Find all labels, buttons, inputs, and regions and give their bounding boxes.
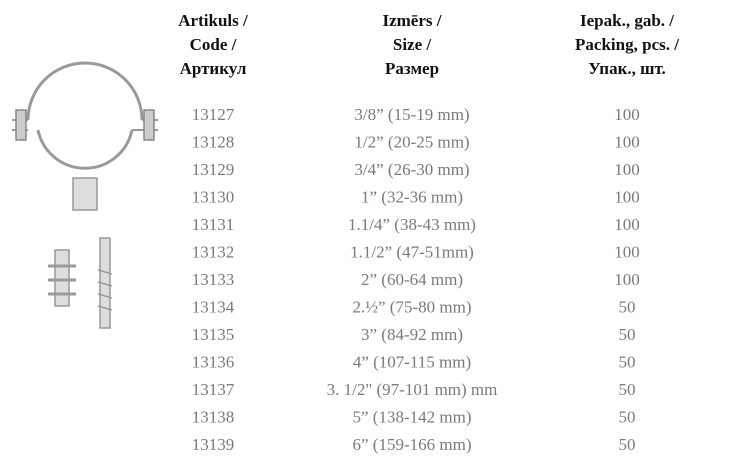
- cell-text: 50: [619, 325, 636, 344]
- anchor-image: [48, 237, 113, 329]
- cell-text: 2.½” (75-80 mm): [353, 297, 472, 316]
- header-text: Артикул: [180, 59, 247, 78]
- cell-text: 50: [619, 407, 636, 426]
- cell-text: 13127: [192, 105, 235, 124]
- cell-text: 3/4” (26-30 mm): [354, 160, 469, 179]
- cell-text: 13132: [192, 242, 235, 261]
- header-text: Izmērs /: [382, 11, 441, 30]
- cell-text: 1” (32-36 mm): [361, 187, 463, 206]
- cell-text: 2” (60-64 mm): [361, 270, 463, 289]
- cell-text: 13137: [192, 380, 235, 399]
- cell-text: 13130: [192, 187, 235, 206]
- cell-text: 1.1/4” (38-43 mm): [348, 215, 476, 234]
- cell-text: 3” (84-92 mm): [361, 325, 463, 344]
- header-text: Размер: [385, 59, 439, 78]
- cell-text: 1/2” (20-25 mm): [354, 132, 469, 151]
- cell-text: 13136: [192, 352, 235, 371]
- cell-text: 100: [614, 160, 640, 179]
- header-text: Packing, pcs. /: [575, 35, 679, 54]
- pipe-clamp-image: [12, 61, 158, 211]
- cell-text: 3. 1/2" (97-101 mm) mm: [327, 380, 498, 399]
- cell-text: 100: [614, 242, 640, 261]
- cell-text: 13133: [192, 270, 235, 289]
- cell-text: 50: [619, 297, 636, 316]
- header-text: Size /: [393, 35, 432, 54]
- cell-text: 13128: [192, 132, 235, 151]
- cell-text: 50: [619, 352, 636, 371]
- cell-text: 50: [619, 380, 636, 399]
- header-text: Iepak., gab. /: [580, 11, 674, 30]
- header-text: Artikuls /: [178, 11, 248, 30]
- cell-text: 1.1/2” (47-51mm): [350, 242, 474, 261]
- header-text: Упак., шт.: [588, 59, 666, 78]
- header-text: Code /: [190, 35, 237, 54]
- cell-text: 50: [619, 435, 636, 454]
- cell-text: 13129: [192, 160, 235, 179]
- cell-text: 13138: [192, 407, 235, 426]
- cell-text: 6” (159-166 mm): [353, 435, 472, 454]
- cell-text: 5” (138-142 mm): [353, 407, 472, 426]
- cell-text: 100: [614, 132, 640, 151]
- table: Artikuls / Code / Артикул Izmērs / Size / Раз…: [178, 11, 679, 454]
- cell-text: 13139: [192, 435, 235, 454]
- cell-text: 13135: [192, 325, 235, 344]
- cell-text: 100: [614, 270, 640, 289]
- cell-text: 13134: [192, 297, 235, 316]
- cell-text: 100: [614, 187, 640, 206]
- cell-text: 3/8” (15-19 mm): [354, 105, 469, 124]
- cell-text: 13131: [192, 215, 235, 234]
- cell-text: 4” (107-115 mm): [353, 352, 471, 371]
- cell-text: 100: [614, 105, 640, 124]
- cell-text: 100: [614, 215, 640, 234]
